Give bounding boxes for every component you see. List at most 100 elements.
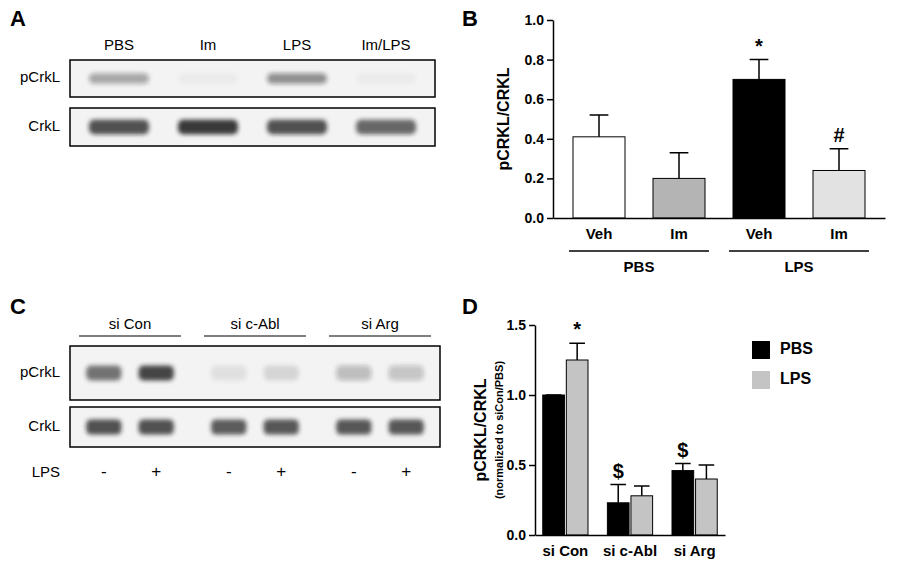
- bar-panel: D$$*0.00.51.01.5si Consi c-Ablsi ArgpCRK…: [462, 294, 813, 559]
- bar: [653, 178, 705, 218]
- blot-band: [267, 120, 327, 134]
- blot-box: [70, 407, 440, 447]
- x-axis-line: [554, 218, 886, 220]
- error-bar: [830, 149, 849, 171]
- y-tick-label: 1.0: [525, 12, 545, 28]
- y-tick: 1.5: [507, 317, 535, 333]
- y-axis-title: pCRKL/CRKL: [495, 67, 512, 170]
- y-axis: 0.0 0.5 1.0 1.5: [507, 317, 536, 543]
- y-tick: 1.0: [525, 12, 553, 28]
- error-bar: [610, 485, 626, 503]
- lane-treatment: +: [276, 462, 286, 481]
- legend-swatch: [752, 341, 770, 359]
- bar: [566, 360, 588, 535]
- x-tick-label: Veh: [586, 225, 613, 242]
- group-label: si Arg: [361, 315, 399, 332]
- blot-band: [178, 120, 238, 134]
- lane-label: LPS: [283, 36, 311, 53]
- group-underline: [204, 335, 306, 336]
- lane-treatment: -: [226, 462, 232, 481]
- y-tick: 1.0: [507, 387, 535, 403]
- error-bar: [750, 60, 769, 80]
- y-tick-label: 0.6: [525, 91, 545, 107]
- y-axis-note: (normalized to siCon/PBS): [493, 361, 505, 499]
- blot-band: [178, 73, 238, 83]
- group-label: PBS: [624, 258, 655, 275]
- blot-band: [264, 365, 299, 380]
- legend-swatch: [752, 371, 770, 389]
- blot-band: [86, 419, 121, 434]
- blot-band: [336, 419, 371, 434]
- legend-label: LPS: [780, 370, 811, 387]
- error-bar: [590, 115, 609, 137]
- legend: PBS LPS: [752, 340, 813, 389]
- panel-letter: C: [10, 294, 26, 319]
- lane-label: PBS: [104, 36, 134, 53]
- bar-panel: B*#0.00.20.40.60.81.0VehImVehImPBSLPSpCR…: [462, 6, 886, 275]
- lane-treatment: +: [401, 462, 411, 481]
- y-tick: 0.5: [507, 457, 535, 473]
- bar: [543, 395, 565, 535]
- treatment-label: LPS: [32, 463, 60, 480]
- blot-band: [86, 365, 121, 380]
- y-tick-mark: [547, 218, 553, 220]
- blot-box: [70, 346, 440, 400]
- group-underline: [79, 335, 181, 336]
- x-tick: Im: [830, 225, 848, 242]
- y-tick: 0.8: [525, 52, 553, 68]
- y-axis-line: [553, 21, 555, 219]
- blot-panel: Csi Con-+si c-Abl-+si Arg-+LPSpCrkLCrkL: [10, 294, 440, 482]
- blot-band: [356, 73, 416, 83]
- row-label: CrkL: [28, 417, 60, 434]
- x-axis: si Consi c-Ablsi Arg: [536, 536, 726, 559]
- panel-letter: A: [10, 6, 26, 31]
- group-underline: [569, 250, 709, 252]
- plot-area: [543, 343, 717, 535]
- y-tick: 0.0: [525, 210, 553, 226]
- blot-band: [264, 419, 299, 434]
- significance-mark: *: [573, 318, 581, 340]
- lane-label: Im/LPS: [361, 36, 410, 53]
- y-tick-label: 0.0: [525, 210, 545, 226]
- blot-band: [89, 73, 149, 83]
- blot-box: [70, 60, 435, 97]
- y-tick-label: 1.5: [507, 317, 527, 333]
- x-tick-label: Im: [670, 225, 688, 242]
- bar: [672, 471, 694, 535]
- blot-band: [139, 419, 174, 434]
- blot-band: [89, 120, 149, 134]
- y-tick: 0.6: [525, 91, 553, 107]
- blot-band: [356, 120, 416, 134]
- lane-treatment: +: [151, 462, 161, 481]
- blot-band: [139, 365, 174, 380]
- blot-band: [336, 365, 371, 380]
- x-tick-label: si Con: [542, 542, 588, 559]
- y-tick-mark: [547, 59, 553, 61]
- lane-treatment: -: [351, 462, 357, 481]
- y-tick-mark: [529, 325, 535, 327]
- group-underline: [729, 250, 869, 252]
- bar: [733, 79, 785, 218]
- group-label: LPS: [784, 258, 813, 275]
- lane-treatment: -: [101, 462, 107, 481]
- blot-band: [389, 419, 424, 434]
- bar: [696, 479, 718, 535]
- x-axis: Veh Im Veh Im: [554, 219, 886, 242]
- group-label: si Con: [109, 315, 152, 332]
- significance-mark: *: [755, 35, 763, 57]
- panel-letter: D: [462, 294, 478, 319]
- x-axis-line: [536, 535, 726, 537]
- bar: [631, 496, 653, 535]
- y-tick-label: 0.4: [525, 131, 545, 147]
- x-tick: Veh: [746, 225, 773, 242]
- y-tick: 0.2: [525, 170, 553, 186]
- y-axis-title: pCRKL/CRKL: [472, 378, 489, 481]
- error-bar: [569, 343, 585, 360]
- x-tick-label: si c-Abl: [603, 542, 657, 559]
- y-tick-label: 0.8: [525, 52, 545, 68]
- blot-box: [70, 108, 435, 146]
- y-tick-label: 0.0: [507, 527, 527, 543]
- bar: [813, 170, 865, 218]
- legend-label: PBS: [780, 340, 813, 357]
- significance-mark: #: [833, 124, 844, 146]
